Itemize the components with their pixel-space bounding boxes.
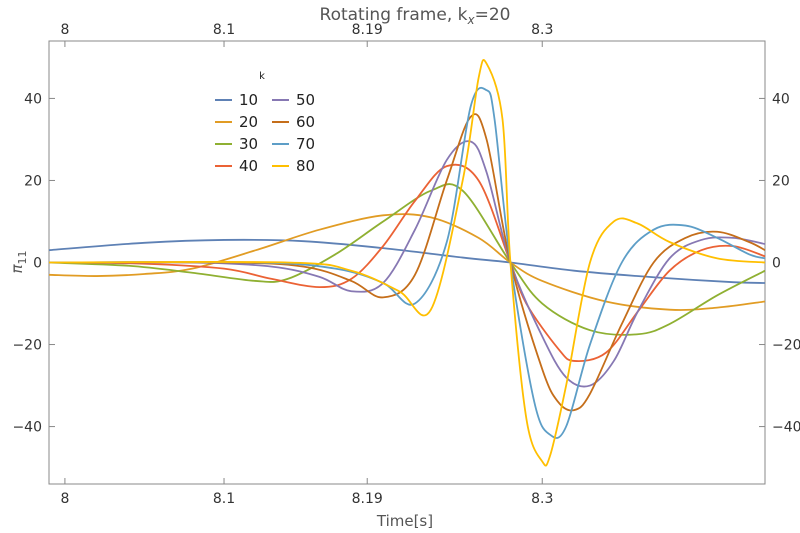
series-lines bbox=[48, 59, 766, 467]
y-axis-title: π11 bbox=[8, 250, 29, 273]
y-tick-label-left: −20 bbox=[12, 338, 42, 354]
series-line-30 bbox=[48, 183, 766, 336]
chart-title: Rotating frame, kx=20 bbox=[320, 5, 511, 27]
y-tick-label-left: −40 bbox=[12, 420, 42, 436]
legend-label-80: 80 bbox=[296, 157, 315, 175]
x-tick-label-top: 8.1 bbox=[213, 22, 235, 38]
legend-label-30: 30 bbox=[239, 135, 258, 153]
y-tick-label-right: −20 bbox=[772, 338, 800, 354]
legend-label-10: 10 bbox=[239, 91, 258, 109]
series-line-10 bbox=[48, 238, 766, 284]
x-tick-label-bottom: 8.19 bbox=[352, 491, 383, 507]
legend-label-70: 70 bbox=[296, 135, 315, 153]
y-tick-label-right: 0 bbox=[772, 256, 781, 272]
legend-label-40: 40 bbox=[239, 157, 258, 175]
x-tick-label-top: 8 bbox=[60, 22, 69, 38]
legend-label-50: 50 bbox=[296, 91, 315, 109]
legend-label-20: 20 bbox=[239, 113, 258, 131]
series-line-40 bbox=[48, 163, 766, 363]
y-tick-label-right: 40 bbox=[772, 91, 790, 107]
y-tick-label-left: 20 bbox=[24, 173, 42, 189]
legend-label-60: 60 bbox=[296, 113, 315, 131]
series-line-20 bbox=[48, 213, 766, 311]
x-tick-label-top: 8.3 bbox=[531, 22, 553, 38]
y-tick-label-left: 40 bbox=[24, 91, 42, 107]
series-line-80 bbox=[48, 59, 766, 467]
y-tick-label-right: −40 bbox=[772, 420, 800, 436]
legend: k 10 20 30 40 50 60 70 80 bbox=[215, 71, 315, 175]
x-tick-label-bottom: 8.1 bbox=[213, 491, 235, 507]
x-tick-label-bottom: 8.3 bbox=[531, 491, 553, 507]
y-tick-label-right: 20 bbox=[772, 173, 790, 189]
y-tick-label-left: 0 bbox=[33, 256, 42, 272]
series-line-50 bbox=[48, 140, 766, 388]
axis-ticks: 8 8 8.1 8.1 8.19 8.19 8.3 8.3 40 40 20 20 0 0 −20 −20 −4… bbox=[12, 22, 800, 507]
x-tick-label-bottom: 8 bbox=[60, 491, 69, 507]
x-tick-label-top: 8.19 bbox=[352, 22, 383, 38]
legend-title: k bbox=[259, 71, 265, 82]
x-axis-title: Time[s] bbox=[376, 512, 433, 530]
